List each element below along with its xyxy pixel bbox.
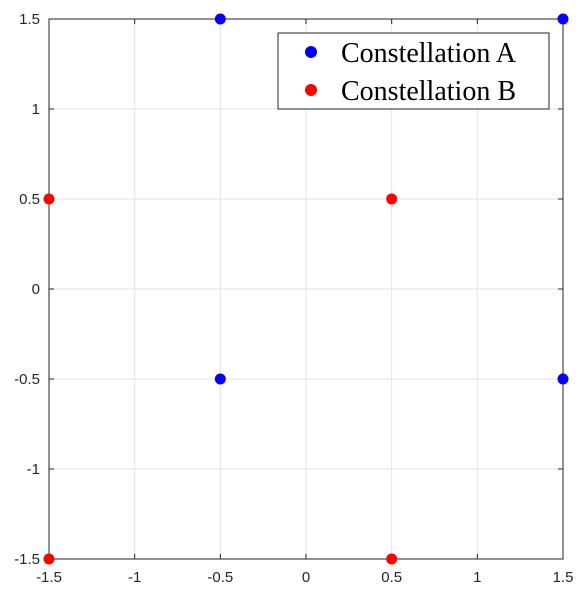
data-point-constellation-b xyxy=(43,553,55,565)
y-tick-label: 0.5 xyxy=(19,191,40,208)
legend-label-constellation-b: Constellation B xyxy=(341,76,516,107)
x-tick-label: 1 xyxy=(473,569,481,586)
legend-box xyxy=(277,32,550,110)
x-tick-label: -1 xyxy=(128,569,141,586)
data-point-constellation-a xyxy=(557,13,569,25)
y-tick-labels: 1.5 1 0.5 0 -0.5 -1 -1.5 xyxy=(14,11,40,568)
x-tick-label: -0.5 xyxy=(207,569,233,586)
x-tick-labels: -1.5 -1 -0.5 0 0.5 1 1.5 xyxy=(36,569,573,586)
legend: Constellation A Constellation B xyxy=(277,32,550,110)
data-points xyxy=(43,13,569,565)
data-point-constellation-b xyxy=(386,553,398,565)
legend-marker-constellation-b xyxy=(305,84,317,96)
data-point-constellation-a xyxy=(557,373,569,385)
axes-box xyxy=(48,18,564,560)
x-tick-label: -1.5 xyxy=(36,569,62,586)
y-tick-label: -1.5 xyxy=(14,551,40,568)
data-point-constellation-b xyxy=(386,193,398,205)
y-tick-label: -1 xyxy=(27,461,40,478)
data-point-constellation-a xyxy=(214,373,226,385)
y-tick-label: 1 xyxy=(32,101,40,118)
legend-marker-constellation-a xyxy=(305,46,317,58)
data-point-constellation-b xyxy=(43,193,55,205)
x-tick-label: 0 xyxy=(302,569,310,586)
x-tick-label: 0.5 xyxy=(381,569,402,586)
data-point-constellation-a xyxy=(214,13,226,25)
x-tick-label: 1.5 xyxy=(553,569,574,586)
y-tick-label: -0.5 xyxy=(14,371,40,388)
y-tick-label: 0 xyxy=(32,281,40,298)
legend-label-constellation-a: Constellation A xyxy=(341,38,517,69)
y-tick-label: 1.5 xyxy=(19,11,40,28)
